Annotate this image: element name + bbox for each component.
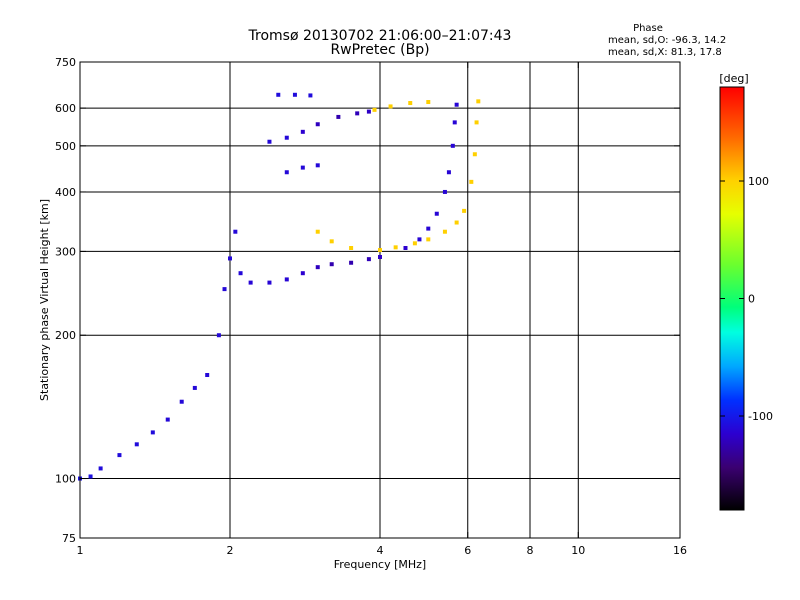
colorbar-tick-label-1: 0 [748,293,755,306]
point-s0-8 [192,385,197,390]
point-s1-12 [474,120,479,125]
colorbar-tick-label-2: -100 [748,410,773,423]
point-s0-28 [442,189,447,194]
point-s1-7 [442,229,447,234]
point-s2-3 [315,122,320,127]
point-s5-1 [300,165,305,170]
point-s3-1 [388,104,393,109]
point-s0-21 [349,260,354,265]
x-tick-label-6: 16 [673,544,687,557]
point-s4-1 [292,92,297,97]
point-s0-13 [233,229,238,234]
point-s1-1 [329,239,334,244]
point-s1-8 [454,220,459,225]
y-tick-label-6: 600 [55,102,76,115]
point-s0-25 [417,237,422,242]
point-s0-27 [434,211,439,216]
point-s3-0 [372,107,377,112]
point-s1-0 [315,229,320,234]
point-s0-18 [300,271,305,276]
colorbar-ticks: 100 0 -100 [720,175,773,423]
x-tick-label-2: 4 [377,544,384,557]
point-s0-1 [88,474,93,479]
point-s0-10 [216,333,221,338]
point-s2-4 [336,114,341,119]
point-s5-2 [315,163,320,168]
y-tick-label-3: 300 [55,245,76,258]
point-s4-0 [276,92,281,97]
point-s0-9 [205,373,210,378]
point-s2-6 [366,109,371,114]
point-s1-9 [462,208,467,213]
point-s1-2 [349,246,354,251]
point-s0-32 [454,102,459,107]
colorbar-label: [deg] [719,72,748,85]
point-s0-2 [98,466,103,471]
point-s0-14 [238,271,243,276]
y-tick-label-7: 750 [55,56,76,69]
point-s2-1 [284,135,289,140]
x-tick-label-0: 1 [77,544,84,557]
y-tick-label-0: 75 [62,532,76,545]
stats-line-x: mean, sd,X: 81.3, 17.8 [608,47,722,58]
x-axis-label: Frequency [MHz] [334,558,426,571]
y-axis-label: Stationary phase Virtual Height [km] [38,199,51,401]
point-s0-17 [284,277,289,282]
colorbar-tick-label-0: 100 [748,175,769,188]
point-s0-6 [165,417,170,422]
y-tick-label-4: 400 [55,186,76,199]
point-s0-24 [403,246,408,251]
x-tick-label-4: 8 [527,544,534,557]
point-s1-10 [469,179,474,184]
point-s1-3 [378,248,382,253]
point-s4-2 [308,93,313,98]
point-s0-23 [378,255,382,260]
point-s0-22 [366,257,371,262]
point-s1-6 [426,237,431,242]
point-s0-29 [446,170,451,175]
point-s0-7 [179,399,184,404]
point-s3-3 [426,100,431,105]
x-tick-label-3: 6 [464,544,471,557]
stats-line-o: mean, sd,O: -96.3, 14.2 [608,35,726,46]
axis-ticks: 1 2 4 6 8 10 16 75 100 200 300 400 500 600 750 [55,56,687,557]
point-s2-5 [355,111,360,116]
grid-lines [80,62,680,538]
x-tick-label-5: 10 [571,544,585,557]
data-points [78,92,481,481]
chart-title: Tromsø 20130702 21:06:00–21:07:43 [248,28,512,44]
point-s0-4 [134,442,139,447]
point-s1-11 [472,152,477,157]
point-s0-30 [450,143,455,148]
point-s3-2 [408,101,413,106]
chart-subtitle: RwPretec (Bp) [330,42,429,58]
point-s0-31 [452,120,457,125]
point-s0-19 [315,265,320,270]
point-s0-11 [222,287,227,292]
stats-heading: Phase [633,23,663,34]
point-s1-4 [393,245,398,250]
point-s5-0 [284,170,289,175]
y-tick-label-2: 200 [55,329,76,342]
point-s2-0 [267,139,272,144]
point-s2-2 [300,129,305,134]
point-s0-15 [248,280,253,285]
y-tick-label-5: 500 [55,140,76,153]
y-tick-label-1: 100 [55,473,76,486]
point-s0-5 [150,430,155,435]
point-s0-3 [117,453,122,458]
point-s0-26 [426,226,431,231]
point-s1-5 [412,241,417,246]
point-s1-13 [476,99,481,104]
point-s0-12 [228,256,232,261]
point-s0-20 [329,262,334,267]
x-tick-label-1: 2 [227,544,234,557]
point-s0-16 [267,280,272,285]
